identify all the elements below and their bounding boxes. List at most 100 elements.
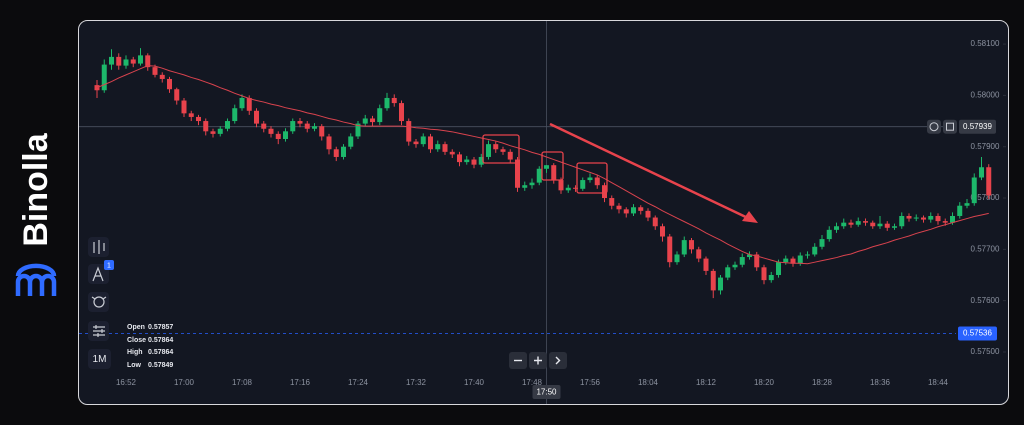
x-tick-label: 16:52 <box>116 378 137 387</box>
candle-body <box>935 215 941 222</box>
candle-body <box>631 207 636 214</box>
candle-body <box>370 118 375 123</box>
candle-body <box>689 240 694 250</box>
timeframe-button[interactable] <box>88 349 111 369</box>
candle-body <box>768 275 774 281</box>
candle-body <box>348 136 354 147</box>
candle-body <box>261 123 267 129</box>
candle-body <box>203 121 209 132</box>
candle-body <box>986 167 992 196</box>
alert-icon[interactable] <box>927 119 941 134</box>
candle-body <box>341 146 346 157</box>
candle-body <box>652 217 658 227</box>
last-price-badge <box>958 326 997 341</box>
candle-body <box>899 215 905 227</box>
candle-body <box>834 226 839 230</box>
candle-body <box>406 121 412 142</box>
candle-body <box>391 97 397 104</box>
candle-body <box>246 97 252 111</box>
alert-icon-glyph <box>929 122 939 132</box>
candle-body <box>747 254 752 258</box>
candle-body <box>457 154 462 163</box>
x-tick-label: 17:56 <box>580 378 601 387</box>
candle-body <box>754 254 760 268</box>
trend-arrow <box>549 122 751 221</box>
candle-body <box>442 144 448 152</box>
candle-body <box>536 168 542 183</box>
candle-body <box>116 56 122 66</box>
x-tick-label: 18:28 <box>812 378 833 387</box>
candle-body <box>638 207 644 211</box>
candle-body <box>319 126 325 137</box>
candle-body <box>123 59 129 66</box>
y-tick-label: 0.58100 <box>971 39 1000 48</box>
candle-body <box>304 123 310 129</box>
y-tick-label: 0.58000 <box>971 90 1000 99</box>
candle-body <box>529 182 535 186</box>
candle-body <box>565 187 571 191</box>
candle-body <box>275 133 281 140</box>
trade-icon[interactable] <box>943 119 957 134</box>
timeframe[interactable]: 1M <box>93 354 107 365</box>
tool-button[interactable] <box>88 292 109 312</box>
candle-body <box>739 257 745 265</box>
readout-value: 0.57849 <box>148 362 173 369</box>
candle-body <box>167 78 172 90</box>
y-tick-label: 0.57600 <box>971 296 1000 305</box>
candle-body <box>950 215 955 223</box>
zoom-controls <box>509 352 567 369</box>
candle-body <box>312 126 317 129</box>
candle-body <box>884 223 890 228</box>
candle-body <box>471 159 477 165</box>
readout-value: 0.57857 <box>148 324 173 331</box>
badge-count: 1 <box>107 262 111 269</box>
x-tick-label: 17:00 <box>174 378 195 387</box>
candle-body <box>522 185 528 188</box>
candle-body <box>507 151 513 160</box>
candle-body <box>362 118 368 124</box>
readout-label: High <box>127 349 143 356</box>
candle-body <box>609 198 615 206</box>
readout-label: Close <box>127 337 146 344</box>
x-tick-label: 18:44 <box>928 378 949 387</box>
candle-body <box>464 159 470 163</box>
x-tick-label: 17:16 <box>290 378 311 387</box>
x-tick-label: 17:08 <box>232 378 253 387</box>
highlight-box <box>576 162 608 194</box>
candle-body <box>493 144 499 150</box>
candle-body <box>268 128 274 134</box>
x-tick-label: 17:48 <box>522 378 543 387</box>
candle-body <box>906 215 912 219</box>
candle-body <box>130 59 136 64</box>
candle-body <box>870 222 876 227</box>
candle-body <box>979 167 984 178</box>
candle-body <box>551 165 557 181</box>
candle-body <box>848 222 854 225</box>
readout-label: Low <box>127 362 142 369</box>
scroll-right[interactable] <box>549 352 567 369</box>
candle-body <box>232 108 238 122</box>
candle-body <box>239 97 245 109</box>
candle-body <box>602 185 607 199</box>
candle-body <box>478 156 484 165</box>
crosshair-price-badge <box>959 119 996 134</box>
candles-icon <box>93 240 105 254</box>
candle-body <box>297 121 303 124</box>
candle-body <box>623 209 629 214</box>
trade-icon-glyph <box>946 122 954 131</box>
candle-body <box>667 236 673 263</box>
candle-body <box>877 223 883 227</box>
candle-body <box>703 258 709 271</box>
candle-body <box>217 128 223 134</box>
candle-body <box>594 177 600 186</box>
indicator-icon <box>91 296 107 308</box>
candle-body <box>783 258 789 263</box>
candle-body <box>718 277 723 291</box>
candle-body <box>790 258 796 264</box>
candle-body <box>971 177 977 204</box>
x-tick-label: 18:36 <box>870 378 891 387</box>
candle-body <box>660 226 665 237</box>
highlight-box <box>541 151 564 181</box>
candle-body <box>225 121 230 129</box>
